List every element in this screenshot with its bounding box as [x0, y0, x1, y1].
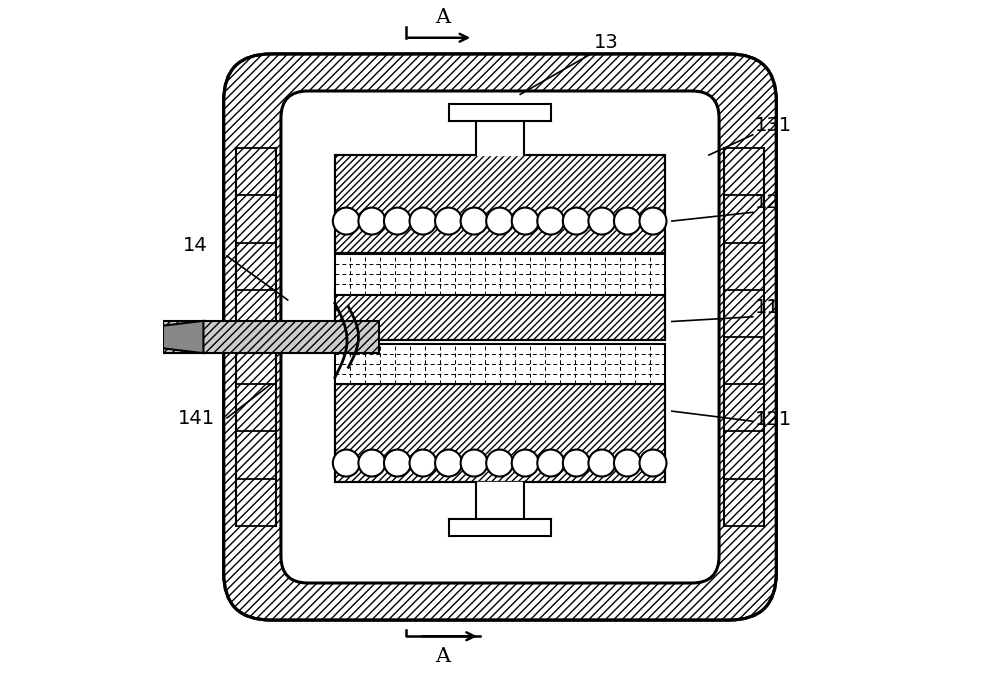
Text: 11: 11	[755, 298, 780, 317]
Circle shape	[614, 450, 641, 477]
Circle shape	[563, 208, 590, 235]
Bar	[163, 321, 379, 353]
Polygon shape	[163, 321, 203, 353]
Circle shape	[640, 208, 666, 235]
Circle shape	[410, 450, 436, 477]
Circle shape	[486, 208, 513, 235]
Bar	[335, 290, 665, 340]
Bar	[335, 344, 665, 384]
Circle shape	[486, 450, 513, 477]
Circle shape	[537, 208, 564, 235]
Bar	[335, 155, 665, 253]
Text: 121: 121	[755, 410, 792, 429]
Circle shape	[358, 208, 385, 235]
Text: 13: 13	[594, 33, 619, 52]
Circle shape	[384, 208, 411, 235]
Circle shape	[614, 208, 641, 235]
Circle shape	[512, 450, 539, 477]
Circle shape	[461, 450, 488, 477]
Circle shape	[588, 450, 615, 477]
Text: A: A	[435, 647, 450, 666]
Circle shape	[461, 208, 488, 235]
Circle shape	[358, 450, 385, 477]
Text: 131: 131	[755, 116, 792, 135]
Bar	[163, 321, 379, 353]
Text: 14: 14	[183, 236, 208, 255]
FancyBboxPatch shape	[224, 54, 776, 620]
Bar	[335, 155, 665, 253]
Circle shape	[333, 450, 360, 477]
Circle shape	[563, 450, 590, 477]
Circle shape	[640, 450, 666, 477]
FancyBboxPatch shape	[281, 91, 719, 583]
Circle shape	[435, 450, 462, 477]
Circle shape	[410, 208, 436, 235]
Circle shape	[512, 208, 539, 235]
Bar	[335, 290, 665, 340]
Circle shape	[333, 208, 360, 235]
Bar	[335, 384, 665, 482]
Circle shape	[435, 208, 462, 235]
Bar	[335, 254, 665, 295]
Bar	[335, 384, 665, 482]
Circle shape	[537, 450, 564, 477]
Circle shape	[588, 208, 615, 235]
Text: 12: 12	[755, 193, 780, 212]
Text: A: A	[435, 8, 450, 27]
Circle shape	[384, 450, 411, 477]
Text: 141: 141	[178, 409, 215, 428]
